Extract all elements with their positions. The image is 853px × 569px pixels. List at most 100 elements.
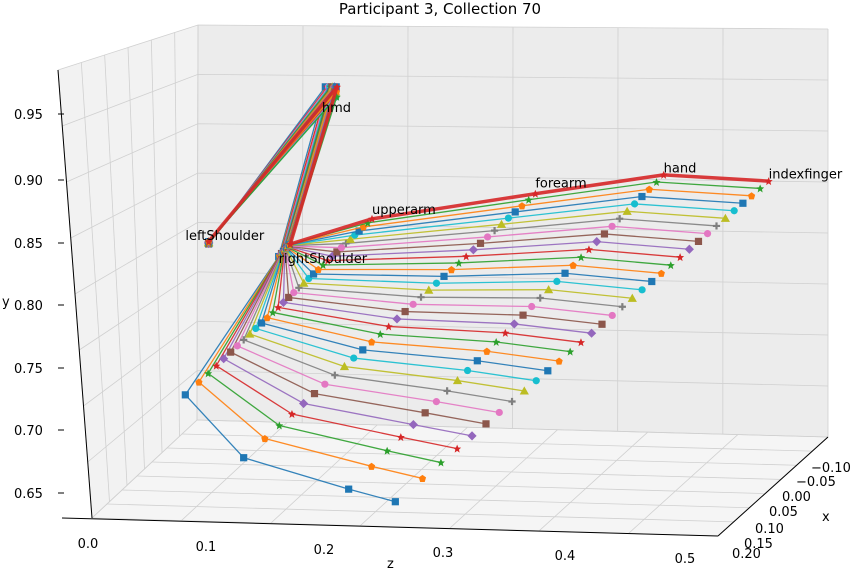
grid-line (79, 271, 829, 351)
data-point (532, 377, 540, 385)
data-point (275, 421, 284, 430)
data-point (245, 329, 255, 338)
data-point (261, 434, 269, 443)
z-tick-label: 0.1 (196, 540, 217, 555)
data-point (531, 189, 540, 198)
x-axis-label: x (822, 510, 830, 525)
data-point (287, 410, 296, 419)
data-point (703, 230, 712, 238)
x-axis-line (717, 436, 829, 537)
data-point (274, 303, 283, 312)
joint-label: hand (664, 161, 697, 176)
data-point (463, 366, 472, 375)
data-point (490, 227, 499, 235)
grid-line (66, 123, 829, 183)
joint-labels: hmd leftShoulder rightShoulder upperarm fore… (185, 101, 843, 267)
data-point (608, 311, 616, 320)
data-point (648, 277, 656, 286)
data-point (592, 237, 602, 247)
floor-pane (92, 420, 828, 536)
data-point (418, 474, 427, 483)
data-point (482, 420, 490, 428)
y-axis-label: y (2, 295, 10, 310)
data-point (468, 245, 478, 255)
data-point (409, 300, 417, 308)
joint-label: hmd (322, 101, 351, 116)
data-point (421, 409, 429, 417)
data-point (417, 293, 425, 301)
chart-title: Participant 3, Collection 70 (339, 0, 541, 18)
y-tick-label: 0.70 (14, 424, 43, 439)
data-point (204, 237, 213, 246)
z-tick-label: 0.5 (675, 552, 696, 567)
data-point (447, 266, 456, 274)
joint-label: rightShoulder (279, 252, 368, 267)
data-point (285, 293, 293, 302)
data-point (553, 277, 561, 286)
data-point (440, 272, 448, 280)
data-point (233, 342, 241, 350)
data-point (764, 177, 773, 186)
y-tick-label: 0.85 (14, 237, 43, 252)
x-tick-label: 0.10 (755, 522, 784, 537)
data-point (342, 239, 350, 248)
grid-line (449, 429, 558, 529)
data-point (652, 178, 661, 187)
x-tick-label: −0.05 (796, 475, 836, 490)
grid-line (106, 503, 734, 523)
data-point (401, 307, 409, 316)
y-tick-label: 0.90 (14, 174, 43, 189)
data-point (509, 319, 519, 329)
x-tick-label: 0.15 (744, 537, 773, 552)
data-point (368, 214, 376, 223)
data-point (290, 288, 298, 297)
data-point (638, 286, 646, 294)
data-point (483, 233, 492, 241)
data-point (268, 308, 277, 317)
data-point (286, 240, 295, 248)
y-axis-line (57, 69, 93, 519)
data-point (566, 347, 575, 356)
data-point (392, 314, 402, 324)
data-point (476, 239, 485, 247)
data-point (694, 237, 703, 246)
data-point (561, 269, 569, 277)
z-tick-label: 0.2 (314, 543, 335, 558)
data-point (359, 346, 367, 354)
x-tick-label: 0.20 (732, 547, 761, 562)
data-point (657, 269, 665, 277)
data-point (376, 330, 385, 339)
data-point (345, 485, 353, 493)
grid-line (121, 489, 750, 509)
data-point (333, 248, 341, 256)
joint-label: forearm (535, 176, 586, 191)
data-point (720, 213, 730, 222)
data-point (511, 208, 519, 216)
data-point (756, 184, 765, 193)
data-point (543, 285, 554, 294)
tick-labels: 0.65 0.70 0.75 0.80 0.85 0.90 0.95 0.0 0.1 0.2 0.3… (14, 108, 851, 567)
data-point (384, 322, 393, 331)
grid-line (628, 434, 739, 534)
grid-line (538, 431, 648, 532)
data-point (432, 279, 441, 287)
data-point (645, 185, 653, 193)
joint-label: upperarm (372, 203, 436, 218)
data-point (391, 498, 399, 506)
data-point (495, 408, 503, 417)
grid-line (57, 24, 829, 71)
data-point (309, 270, 318, 278)
data-point (298, 398, 309, 409)
data-point (363, 218, 372, 227)
data-point (367, 462, 376, 470)
grid-line (270, 424, 378, 524)
data-point (310, 390, 319, 398)
data-point (331, 371, 339, 379)
y-tick-label: 0.75 (14, 362, 43, 377)
data-point (483, 347, 491, 355)
data-point (443, 387, 451, 395)
data-point (584, 245, 593, 254)
data-point (436, 458, 445, 467)
grid-line (91, 419, 198, 519)
